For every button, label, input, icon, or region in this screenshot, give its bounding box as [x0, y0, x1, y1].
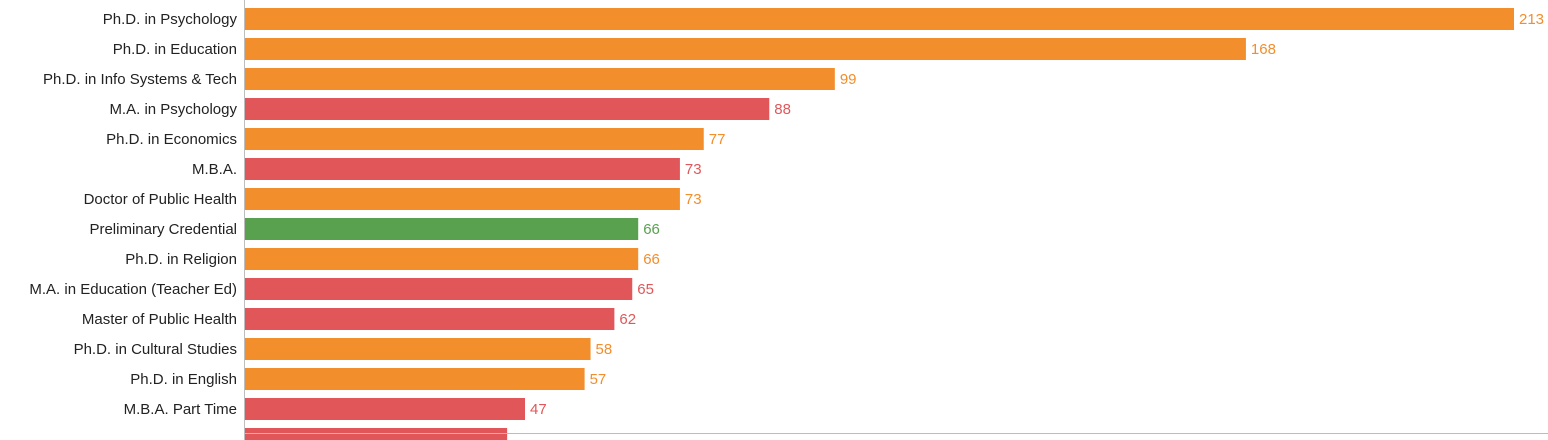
value-label: 99 [840, 71, 857, 88]
bars-group [245, 8, 1514, 440]
value-label: 213 [1519, 11, 1544, 28]
bar[interactable] [245, 278, 633, 300]
value-label: 58 [596, 341, 613, 358]
bar[interactable] [245, 368, 585, 390]
bar[interactable] [245, 188, 680, 210]
value-label: 168 [1251, 41, 1276, 58]
category-label: Ph.D. in Education [113, 41, 237, 58]
category-label: Preliminary Credential [89, 221, 237, 238]
category-label: Ph.D. in Economics [106, 131, 237, 148]
value-label: 62 [619, 311, 636, 328]
value-label: 73 [685, 191, 702, 208]
value-label: 73 [685, 161, 702, 178]
bar[interactable] [245, 308, 615, 330]
category-label: Ph.D. in Info Systems & Tech [43, 71, 237, 88]
bar[interactable] [245, 38, 1246, 60]
value-label: 77 [709, 131, 726, 148]
bar[interactable] [245, 128, 704, 150]
value-label: 57 [590, 371, 607, 388]
value-label: 88 [774, 101, 791, 118]
value-label: 66 [643, 221, 660, 238]
bar[interactable] [245, 338, 591, 360]
category-label: M.A. in Psychology [109, 101, 237, 118]
bar[interactable] [245, 158, 680, 180]
bar[interactable] [245, 68, 835, 90]
bar[interactable] [245, 248, 639, 270]
value-label: 66 [643, 251, 660, 268]
bar[interactable] [245, 8, 1514, 30]
category-label: M.B.A. [192, 161, 237, 178]
value-label: 47 [530, 401, 547, 418]
category-label: Ph.D. in English [130, 371, 237, 388]
category-label: Ph.D. in Psychology [103, 11, 238, 28]
category-label: Doctor of Public Health [84, 191, 237, 208]
category-label: Ph.D. in Cultural Studies [74, 341, 237, 358]
category-labels: Ph.D. in Psychology Ph.D. in Education Ph.… [29, 11, 237, 418]
category-label: Ph.D. in Religion [125, 251, 237, 268]
bar[interactable] [245, 398, 526, 420]
category-label: Master of Public Health [82, 311, 237, 328]
bar[interactable] [245, 218, 639, 240]
category-label: M.B.A. Part Time [124, 401, 237, 418]
bar[interactable] [245, 98, 770, 120]
value-label: 65 [637, 281, 654, 298]
category-label: M.A. in Education (Teacher Ed) [29, 281, 237, 298]
